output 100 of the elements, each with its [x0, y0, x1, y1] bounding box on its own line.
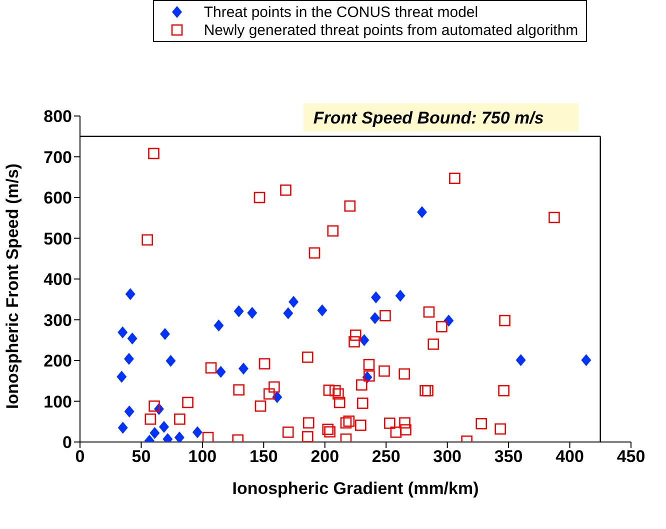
- point: [334, 396, 346, 408]
- point: [476, 418, 488, 430]
- point: [158, 420, 169, 433]
- point: [436, 321, 448, 332]
- point: [258, 358, 270, 370]
- point: [205, 362, 217, 374]
- point: [398, 368, 410, 380]
- point: [166, 354, 176, 367]
- point: [124, 352, 134, 365]
- x-tick-label: 100: [188, 447, 217, 466]
- point: [323, 384, 335, 396]
- legend-label: Threat points in the CONUS threat model: [204, 4, 478, 20]
- point: [148, 148, 160, 160]
- point: [238, 362, 248, 375]
- point: [308, 247, 320, 259]
- point: [327, 225, 338, 237]
- point: [192, 426, 202, 438]
- point: [118, 422, 128, 434]
- point: [449, 172, 460, 184]
- y-axis-title: Ionospheric Front Speed (m/s): [3, 163, 22, 409]
- point: [124, 405, 134, 418]
- point: [416, 206, 427, 218]
- point: [399, 417, 410, 428]
- ref-line-label: Front Speed Bound: 750 m/s: [313, 108, 544, 128]
- point: [282, 426, 294, 438]
- point: [234, 305, 244, 318]
- point: [548, 212, 560, 224]
- point: [499, 314, 510, 326]
- point: [332, 388, 344, 400]
- point: [182, 396, 194, 408]
- point: [142, 234, 153, 246]
- point: [494, 423, 506, 435]
- point: [144, 414, 156, 425]
- y-tick-label: 100: [44, 392, 72, 412]
- point: [340, 417, 352, 428]
- point: [423, 306, 435, 318]
- point: [247, 306, 258, 319]
- point: [125, 288, 136, 300]
- point: [370, 312, 380, 324]
- point: [302, 417, 314, 428]
- x-tick-label: 350: [494, 447, 523, 466]
- point: [317, 304, 328, 316]
- point: [370, 291, 381, 304]
- legend-label: Newly generated threat points from automated algorithm: [204, 22, 578, 38]
- point: [174, 414, 186, 425]
- y-tick-label: 300: [44, 310, 72, 330]
- point: [350, 330, 362, 341]
- y-tick-label: 700: [44, 148, 72, 167]
- point: [283, 307, 294, 320]
- x-tick-label: 400: [556, 447, 584, 466]
- point: [384, 418, 396, 429]
- x-tick-label: 250: [372, 447, 400, 466]
- point: [288, 296, 299, 308]
- x-tick-label: 150: [249, 447, 278, 466]
- y-tick-label: 400: [44, 270, 72, 290]
- point: [160, 328, 170, 340]
- point: [214, 319, 224, 332]
- point: [400, 424, 412, 436]
- point: [364, 370, 375, 382]
- x-tick-label: 450: [616, 447, 646, 466]
- point: [280, 184, 292, 196]
- point: [302, 352, 314, 363]
- point: [363, 358, 375, 370]
- point: [380, 310, 391, 322]
- y-tick-label: 0: [62, 433, 72, 452]
- point: [348, 336, 360, 348]
- point: [395, 290, 406, 302]
- point: [378, 365, 390, 377]
- point: [148, 400, 160, 412]
- point: [498, 385, 510, 396]
- point: [330, 385, 341, 396]
- point: [302, 431, 314, 442]
- y-tick-label: 500: [44, 229, 72, 248]
- point: [516, 354, 526, 366]
- point: [254, 192, 266, 204]
- x-tick-label: 50: [132, 447, 151, 466]
- point: [428, 338, 440, 350]
- point: [359, 334, 370, 346]
- point: [127, 332, 138, 344]
- point: [150, 427, 160, 440]
- y-tick-label: 800: [44, 107, 72, 126]
- point: [116, 370, 127, 383]
- point: [216, 366, 226, 378]
- point: [322, 424, 334, 436]
- point: [356, 379, 368, 391]
- point: [354, 420, 366, 431]
- point: [233, 384, 244, 396]
- point: [254, 400, 266, 412]
- x-tick-label: 200: [310, 447, 340, 466]
- point: [174, 432, 184, 442]
- point: [264, 388, 275, 400]
- point: [390, 426, 402, 438]
- x-tick-label: 0: [75, 447, 85, 466]
- point: [118, 326, 128, 338]
- x-axis-title: Ionospheric Gradient (mm/km): [232, 479, 479, 498]
- point: [344, 200, 356, 212]
- point: [202, 432, 214, 442]
- point: [268, 381, 280, 393]
- y-tick-label: 200: [44, 352, 72, 371]
- point: [581, 354, 592, 366]
